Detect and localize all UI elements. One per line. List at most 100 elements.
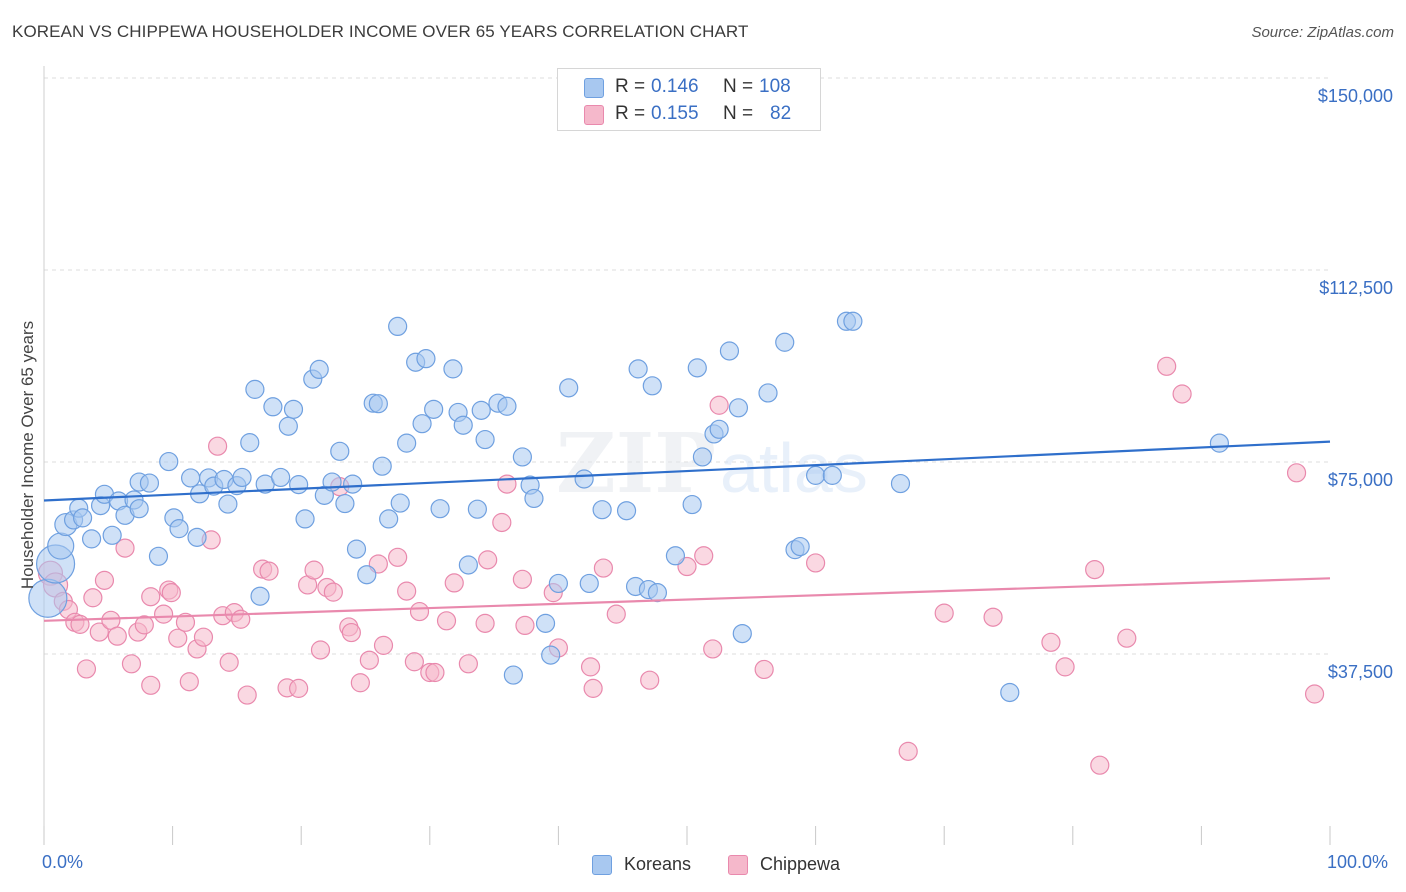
chippewa-point — [1085, 559, 1105, 580]
chippewa-point — [703, 639, 723, 659]
y-tick-label: $75,000 — [1328, 470, 1393, 490]
chippewa-point — [492, 512, 512, 533]
chippewa-point — [94, 570, 115, 590]
korean-point — [397, 433, 417, 453]
legend-r-label: R = — [615, 103, 646, 124]
chippewa-point — [373, 635, 394, 655]
korean-point — [271, 467, 291, 488]
korean-point — [775, 332, 795, 352]
korean-point — [250, 586, 270, 606]
korean-point — [129, 499, 149, 519]
korean-point — [503, 665, 523, 685]
chippewa-point — [515, 615, 535, 636]
y-tick-labels: $37,500 $75,000 $112,500 $150,000 — [1318, 86, 1393, 682]
korean-point — [574, 469, 594, 489]
chippewa-point — [497, 474, 517, 494]
chippewa-point — [1172, 384, 1192, 404]
korean-point — [81, 529, 102, 549]
chippewa-point — [161, 583, 181, 603]
korean-point — [719, 341, 740, 361]
x-tick-label-right: 100.0% — [1327, 852, 1389, 872]
legend-n-label: N = — [723, 76, 754, 97]
chippewa-point — [478, 550, 498, 570]
korean-point — [187, 527, 207, 547]
chippewa-point — [89, 622, 109, 642]
korean-point — [467, 499, 487, 519]
legend-label-koreans: Koreans — [624, 854, 692, 874]
chippewa-point — [76, 659, 97, 679]
korean-point — [592, 500, 612, 520]
chippewa-point — [512, 569, 532, 589]
chippewa-point — [193, 627, 214, 647]
korean-point — [475, 429, 495, 450]
korean-point — [388, 316, 408, 336]
korean-point — [453, 415, 473, 435]
correlation-legend: R = 0.146 N = 108 R = 0.155 N = 82 — [557, 68, 821, 131]
chippewa-point — [580, 657, 601, 677]
chippewa-point — [1304, 684, 1325, 704]
chippewa-trend-line — [43, 577, 1331, 622]
chippewa-point — [983, 607, 1003, 627]
chippewa-point — [134, 615, 154, 635]
chart-source: Source: ZipAtlas.com — [1251, 24, 1394, 41]
korean-point — [512, 447, 532, 467]
chippewa-point — [388, 547, 408, 567]
chippewa-point — [1090, 755, 1110, 775]
legend-swatch-chippewa — [728, 855, 748, 875]
korean-point — [541, 645, 561, 665]
korean-point — [343, 474, 363, 494]
chippewa-point — [436, 611, 457, 631]
legend-label-chippewa: Chippewa — [760, 854, 841, 874]
legend-n-value: 108 — [759, 76, 791, 97]
korean-point — [412, 414, 432, 434]
korean-point — [240, 433, 260, 453]
chippewa-point — [121, 654, 142, 674]
chippewa-point — [304, 560, 324, 580]
chippewa-point — [1157, 356, 1177, 376]
korean-point — [148, 546, 169, 566]
chippewa-point — [219, 652, 239, 672]
korean-point — [232, 467, 252, 488]
korean-point — [443, 359, 463, 379]
korean-trend-line — [43, 440, 1331, 502]
chippewa-point — [323, 582, 343, 602]
chippewa-point — [606, 604, 626, 624]
chippewa-point — [341, 622, 361, 643]
korean-point — [72, 508, 93, 528]
chippewa-point — [1055, 657, 1075, 677]
korean-point — [379, 509, 399, 529]
korean-point — [628, 359, 648, 379]
korean-point — [245, 379, 265, 399]
chippewa-point — [259, 561, 279, 581]
korean-point — [47, 532, 75, 560]
korean-point — [295, 509, 315, 529]
chippewa-point — [350, 673, 370, 693]
axes — [43, 66, 1331, 845]
chippewa-point — [153, 604, 174, 624]
legend-r-value: 0.146 — [651, 76, 699, 97]
korean-point — [758, 383, 778, 403]
chippewa-point — [168, 628, 188, 648]
chippewa-point — [934, 603, 954, 623]
trend-lines — [43, 440, 1331, 622]
korean-point — [687, 358, 707, 378]
chippewa-point — [1117, 628, 1137, 648]
korean-point — [665, 546, 686, 566]
chippewa-point — [175, 612, 196, 632]
chippewa-point — [444, 573, 464, 593]
chippewa-point — [754, 659, 774, 680]
korean-point — [372, 456, 392, 476]
chippewa-point — [310, 640, 331, 660]
chippewa-point — [694, 546, 714, 566]
chippewa-point — [409, 601, 430, 622]
chippewa-point — [208, 436, 228, 456]
korean-point — [805, 465, 826, 485]
y-tick-label: $112,500 — [1319, 278, 1393, 298]
korean-point — [430, 499, 450, 519]
korean-point — [497, 396, 517, 416]
korean-point — [548, 573, 569, 594]
chippewa-point — [231, 609, 251, 629]
chippewa-point — [70, 614, 90, 634]
korean-point — [139, 473, 160, 493]
